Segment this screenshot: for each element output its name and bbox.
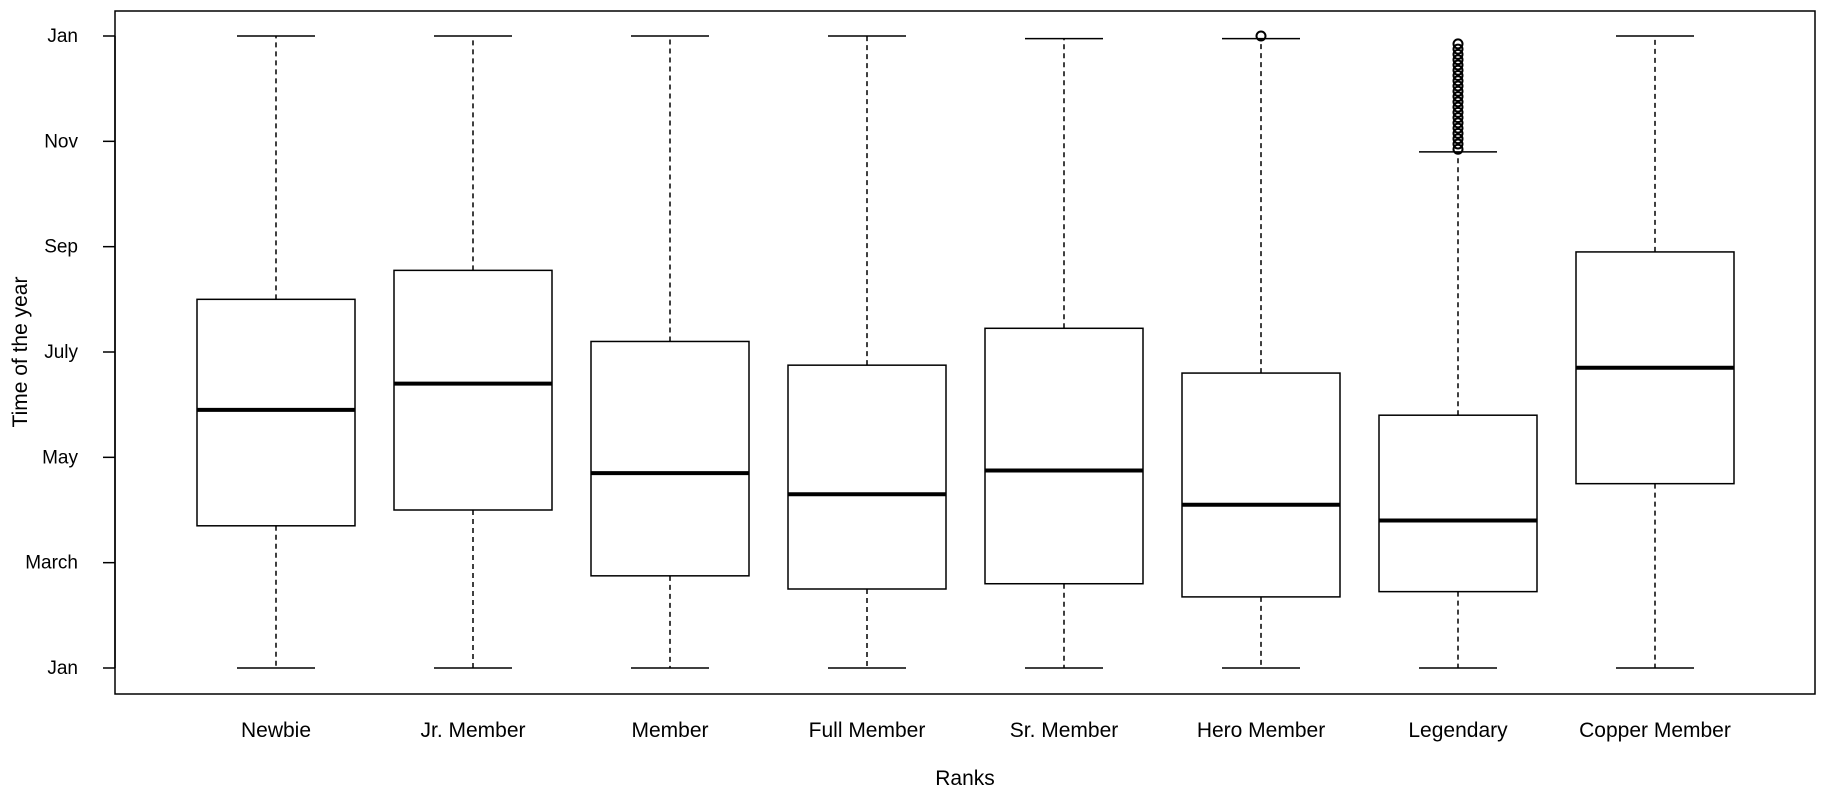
outlier-point: [1452, 133, 1464, 145]
outlier-point: [1452, 122, 1464, 134]
box-group: [1181, 30, 1341, 669]
outlier-point: [1452, 127, 1464, 139]
box-iqr: [393, 269, 553, 511]
box-group: [1575, 35, 1735, 669]
outlier-point: [1452, 48, 1464, 60]
outlier-point: [1452, 91, 1464, 103]
y-tick-label: March: [25, 553, 78, 574]
outlier-point: [1255, 30, 1267, 42]
outlier-point: [1452, 106, 1464, 118]
plot-frame: [114, 10, 1816, 695]
outlier-point: [1452, 54, 1464, 66]
box-group: [1378, 38, 1538, 669]
x-tick-label: Legendary: [1408, 719, 1508, 742]
y-tick-label: May: [42, 447, 78, 468]
box-group: [590, 35, 750, 669]
outlier-point: [1452, 85, 1464, 97]
y-tick-label: Nov: [44, 131, 78, 152]
outlier-point: [1452, 138, 1464, 150]
box-iqr: [196, 298, 356, 527]
x-tick-label: Member: [631, 719, 708, 742]
outlier-point: [1452, 101, 1464, 113]
x-tick-label: Full Member: [809, 719, 926, 742]
outlier-point: [1452, 80, 1464, 92]
x-tick-label: Sr. Member: [1010, 719, 1119, 742]
x-axis-title: Ranks: [935, 767, 995, 790]
y-tick-label: Jan: [47, 658, 78, 679]
outlier-point: [1452, 70, 1464, 81]
y-axis: Jan March May July Sep Nov Jan: [25, 26, 116, 679]
x-axis-labels: Newbie Jr. Member Member Full Member Sr. Mem…: [241, 719, 1731, 742]
outlier-point: [1452, 112, 1464, 124]
box-iqr: [590, 340, 750, 577]
outlier-point: [1452, 96, 1464, 108]
outlier-point: [1452, 143, 1464, 155]
outlier-point: [1452, 59, 1464, 71]
box-group: [787, 35, 947, 669]
outlier-point: [1452, 38, 1464, 50]
y-tick-label: July: [44, 342, 78, 363]
x-tick-label: Hero Member: [1197, 719, 1325, 742]
box-group: [196, 35, 356, 669]
box-group: [393, 35, 553, 669]
box-iqr: [1181, 372, 1341, 598]
outlier-point: [1452, 117, 1464, 129]
box-group: [984, 37, 1144, 669]
outlier-point: [1452, 64, 1464, 76]
box-iqr: [787, 364, 947, 590]
box-iqr: [984, 327, 1144, 585]
outlier-point: [1452, 43, 1464, 55]
x-tick-label: Jr. Member: [420, 719, 525, 742]
y-axis-title: Time of the year: [9, 277, 32, 428]
y-tick-label: Jan: [47, 26, 78, 47]
x-tick-label: Copper Member: [1579, 719, 1731, 742]
boxes: [196, 30, 1735, 669]
outlier-point: [1452, 75, 1464, 87]
x-tick-label: Newbie: [241, 719, 311, 742]
box-iqr: [1378, 414, 1538, 593]
y-tick-label: Sep: [44, 237, 78, 258]
